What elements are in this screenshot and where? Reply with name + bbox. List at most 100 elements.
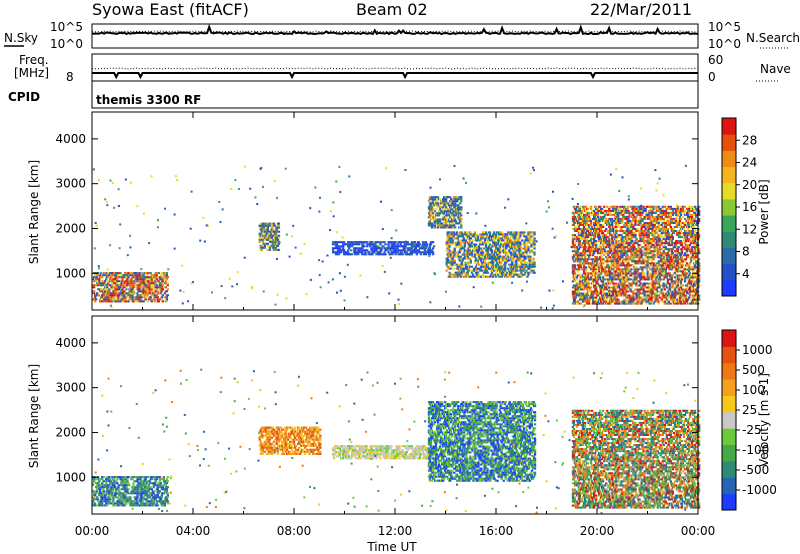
echo-cell [586, 250, 590, 253]
echo-cell [456, 237, 459, 240]
echo-cell [576, 220, 580, 222]
echo-cell [637, 300, 640, 303]
echo-cell [430, 196, 434, 199]
echo-cell [466, 275, 469, 278]
echo-cell [598, 209, 601, 212]
echo-cell [579, 213, 583, 216]
echo-cell [430, 222, 434, 225]
echo-cell [574, 211, 578, 214]
echo-cell [504, 263, 507, 266]
echo-cell [366, 245, 369, 248]
echo-cell [617, 298, 620, 301]
echo-cell [635, 238, 638, 241]
echo-cell [484, 231, 488, 234]
echo-cell [432, 218, 436, 221]
echo-cell [486, 263, 490, 266]
echo-cell [275, 234, 279, 237]
echo-cell [488, 275, 492, 278]
echo-cell [623, 252, 626, 255]
echo-cell [96, 276, 99, 279]
echo-cell [655, 242, 658, 245]
echo-cell [607, 254, 610, 257]
echo-cell [376, 241, 379, 244]
echo-cell [473, 261, 477, 264]
echo-cell [470, 245, 473, 248]
echo-cell [459, 239, 462, 242]
echo-cell [482, 267, 486, 270]
echo-cell [605, 282, 608, 285]
echo-cell [647, 288, 650, 291]
echo-cell [501, 255, 504, 258]
echo-cell [131, 292, 134, 295]
echo-cell [517, 263, 520, 266]
echo-cell [343, 249, 346, 252]
echo-cell [502, 233, 505, 236]
echo-cell [111, 284, 114, 287]
echo-cell [628, 294, 631, 297]
echo-cell [395, 249, 398, 252]
echo-cell [153, 280, 156, 283]
echo-cell [467, 267, 470, 270]
echo-cell [384, 253, 387, 256]
echo-cell [435, 200, 439, 203]
echo-cell [363, 245, 366, 248]
echo-cell [575, 276, 579, 279]
echo-cell [107, 272, 110, 275]
echo-cell [629, 298, 632, 301]
echo-cell [582, 213, 586, 216]
echo-cell [627, 217, 630, 220]
echo-cell [586, 274, 590, 277]
echo-cell [601, 286, 604, 289]
echo-cell [630, 238, 633, 241]
echo-cell [637, 252, 640, 255]
echo-cell [628, 224, 631, 226]
echo-cell [608, 286, 611, 289]
echo-cell [603, 288, 606, 291]
echo-cell [641, 300, 644, 303]
echo-cell [583, 238, 587, 241]
echo-cell [659, 207, 662, 210]
echo-cell [638, 280, 641, 283]
echo-cell [438, 198, 442, 201]
echo-cell [374, 243, 377, 246]
echo-cell [608, 294, 611, 297]
echo-cell [488, 243, 492, 246]
echo-cell [520, 275, 523, 278]
echo-cell [436, 196, 440, 199]
echo-cell [533, 231, 536, 234]
echo-cell [95, 280, 98, 283]
echo-cell [525, 245, 528, 248]
echo-cell [624, 250, 627, 253]
echo-cell [613, 220, 616, 222]
echo-cell [510, 233, 513, 236]
echo-cell [580, 254, 584, 257]
echo-cell [593, 224, 596, 226]
echo-cell [626, 234, 629, 237]
echo-cell [520, 261, 523, 264]
echo-cell [464, 253, 467, 256]
echo-cell [459, 255, 462, 258]
echo-cell [142, 276, 145, 279]
echo-cell [105, 288, 108, 291]
echo-cell [150, 288, 153, 291]
echo-cell [124, 274, 127, 277]
echo-cell [644, 254, 647, 257]
echo-cell [144, 286, 147, 289]
echo-cell [615, 286, 618, 289]
echo-cell [277, 248, 281, 251]
echo-cell [603, 215, 606, 218]
echo-cell [640, 260, 643, 263]
echo-cell [607, 230, 610, 232]
echo-cell [446, 204, 449, 207]
echo-cell [272, 244, 276, 247]
echo-cell [448, 249, 451, 252]
echo-cell [656, 228, 659, 230]
echo-cell [582, 230, 586, 232]
echo-cell [593, 292, 596, 295]
echo-cell [583, 272, 587, 275]
echo-cell [650, 213, 653, 216]
echo-cell [582, 266, 586, 269]
echo-cell [655, 240, 658, 243]
echo-cell [430, 202, 434, 205]
